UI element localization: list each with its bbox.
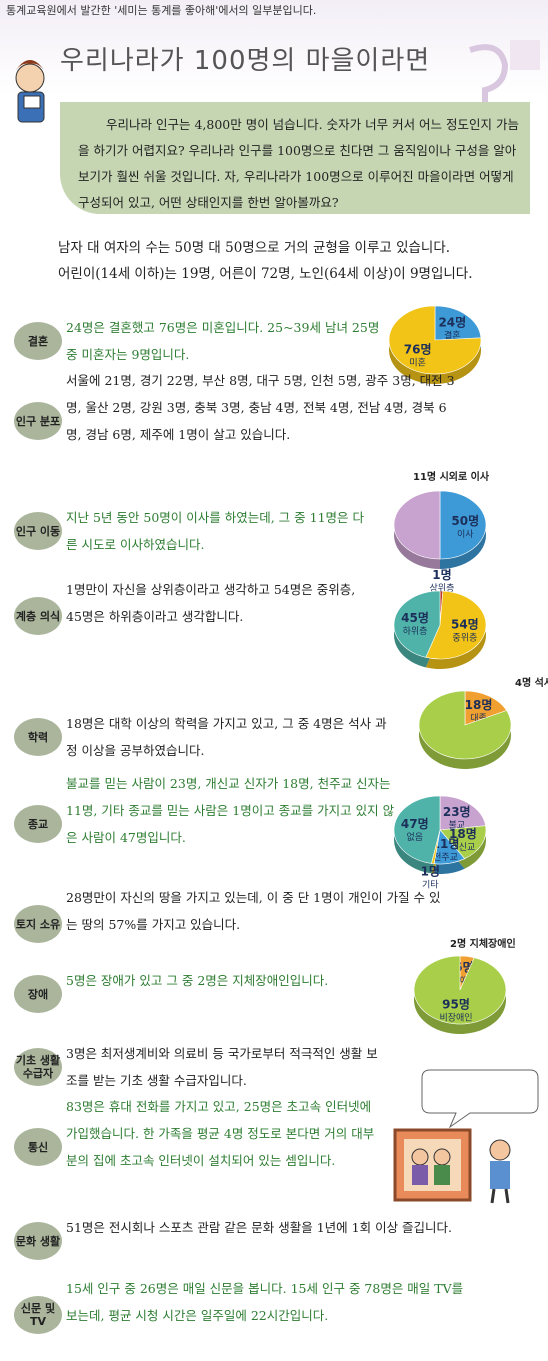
header-band	[0, 0, 548, 95]
slice-name: 비장애인	[439, 1012, 472, 1023]
slice-label: 47명	[401, 817, 429, 831]
section-label: 인구 분포	[14, 402, 62, 440]
slice-label: 23명	[443, 805, 471, 819]
pie-slice	[425, 590, 487, 660]
pie-slice	[434, 305, 482, 341]
section-text: 5명은 장애가 있고 그 중 2명은 지체장애인입니다.	[66, 973, 329, 988]
slice-name: 이사	[457, 529, 474, 540]
pie-slice	[393, 795, 441, 864]
slice-label: 18명	[449, 827, 477, 841]
slice-name: 기타	[422, 879, 439, 890]
section-text: 서울에 21명, 경기 22명, 부산 8명, 대구 5명, 인천 5명, 광주…	[66, 373, 455, 442]
section-text: 15세 인구 중 26명은 매일 신문을 봅니다. 15세 인구 중 78명은 …	[66, 1280, 464, 1323]
decoration	[15, 40, 540, 123]
illustration	[393, 1069, 539, 1204]
section-label: 종교	[14, 805, 62, 843]
section-label: 신문 및 TV	[14, 1296, 62, 1334]
source-note: 통계교육원에서 발간한 '세미는 통계를 좋아해'에서의 일부분입니다.	[6, 4, 317, 17]
section-text: 불교를 믿는 사람이 23명, 개신교 신자가 18명, 천주교 신자는 11명…	[66, 776, 395, 845]
section-text: 지난 5년 동안 50명이 이사를 하였는데, 그 중 11명은 다른 시도로 …	[66, 510, 364, 552]
section-text: 83명은 휴대 전화를 가지고 있고, 25명은 초고속 인터넷에 가입했습니다…	[66, 1099, 375, 1168]
slice-name: 천주교	[433, 852, 458, 863]
pie-slice	[413, 955, 507, 1025]
slice-label: 76명	[404, 343, 432, 357]
slice-label: 11명	[432, 837, 460, 851]
slice-label: 45명	[401, 611, 429, 625]
slice-label: 50명	[451, 514, 479, 528]
pie-note: 4명 석사 이상	[515, 676, 548, 689]
intro-box	[60, 102, 530, 214]
section-text: 28명만이 자신의 땅을 가지고 있는데, 이 중 단 1명이 개인이 가질 수…	[66, 889, 441, 932]
section-label: 기초 생활 수급자	[14, 1048, 62, 1086]
slice-name: 없음	[407, 832, 424, 843]
pie-slice	[464, 690, 508, 726]
section-text: 18명은 대학 이상의 학력을 가지고 있고, 그 중 4명은 석사 과정 이상…	[66, 716, 387, 758]
intro-text: 우리나라 인구는 4,800만 명이 넘습니다. 숫자가 너무 커서 어느 정도…	[78, 117, 519, 210]
slice-name: 개신교	[450, 842, 475, 853]
pie-note: 11명 시외로 이사	[413, 470, 490, 483]
slice-label: 54명	[451, 618, 479, 632]
section-label: 문화 생활	[14, 1222, 62, 1260]
section-label: 장애	[14, 975, 62, 1013]
section-label: 학력	[14, 718, 62, 756]
pie-slice	[393, 590, 441, 658]
pie-chart: 5명장애인95명비장애인2명 지체장애인	[413, 937, 516, 1034]
section-text: 24명은 결혼했고 76명은 미혼입니다. 25~39세 남녀 25명 중 미혼…	[66, 320, 380, 362]
slice-name: 중위층	[452, 633, 477, 644]
section-label: 결혼	[14, 322, 62, 360]
pie-slice	[393, 490, 441, 560]
slice-name: 대졸	[470, 713, 487, 724]
section-text: 3명은 최저생계비와 의료비 등 국가로부터 적극적인 생활 보조를 받는 기초…	[66, 1046, 378, 1088]
slice-name: 불교	[448, 820, 465, 831]
slice-name: 결혼	[444, 329, 461, 341]
section-label: 토지 소유	[14, 905, 62, 943]
pie-slice	[418, 690, 512, 760]
pie-note: 2명 지체장애인	[450, 937, 516, 950]
section-text: 1명만이 자신을 상위층이라고 생각하고 54명은 중위층, 45명은 하위층이…	[66, 581, 356, 624]
pie-slice	[388, 305, 482, 375]
title: 우리나라가 100명의 마을이라면	[60, 46, 431, 76]
section-text: 51명은 전시회나 스포츠 관람 같은 문화 생활을 1년에 1회 이상 즐깁니…	[66, 1220, 453, 1235]
slice-name: 미혼	[409, 357, 426, 369]
slice-label: 1명	[432, 568, 451, 582]
section-label: 인구 이동	[14, 512, 62, 550]
slice-name: 상위층	[430, 583, 455, 594]
slice-label: 1명	[421, 864, 440, 878]
slice-label: 18명	[465, 698, 493, 712]
pie-slice	[439, 490, 487, 560]
slice-label: 95명	[442, 997, 470, 1011]
summary-line: 어린이(14세 이하)는 19명, 어른이 72명, 노인(64세 이상)이 9…	[58, 266, 473, 282]
slice-label: 24명	[438, 315, 466, 329]
slice-name: 하위층	[403, 626, 428, 637]
section-label: 통신	[14, 1128, 62, 1166]
pie-slice	[439, 825, 487, 860]
summary-line: 남자 대 여자의 수는 50명 대 50명으로 거의 균형을 이루고 있습니다.	[58, 240, 451, 256]
pie-slice	[439, 795, 486, 831]
section-label: 계층 의식	[14, 597, 62, 635]
